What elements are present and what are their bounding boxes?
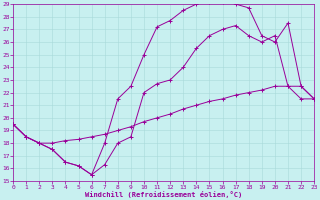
X-axis label: Windchill (Refroidissement éolien,°C): Windchill (Refroidissement éolien,°C) [85,191,242,198]
